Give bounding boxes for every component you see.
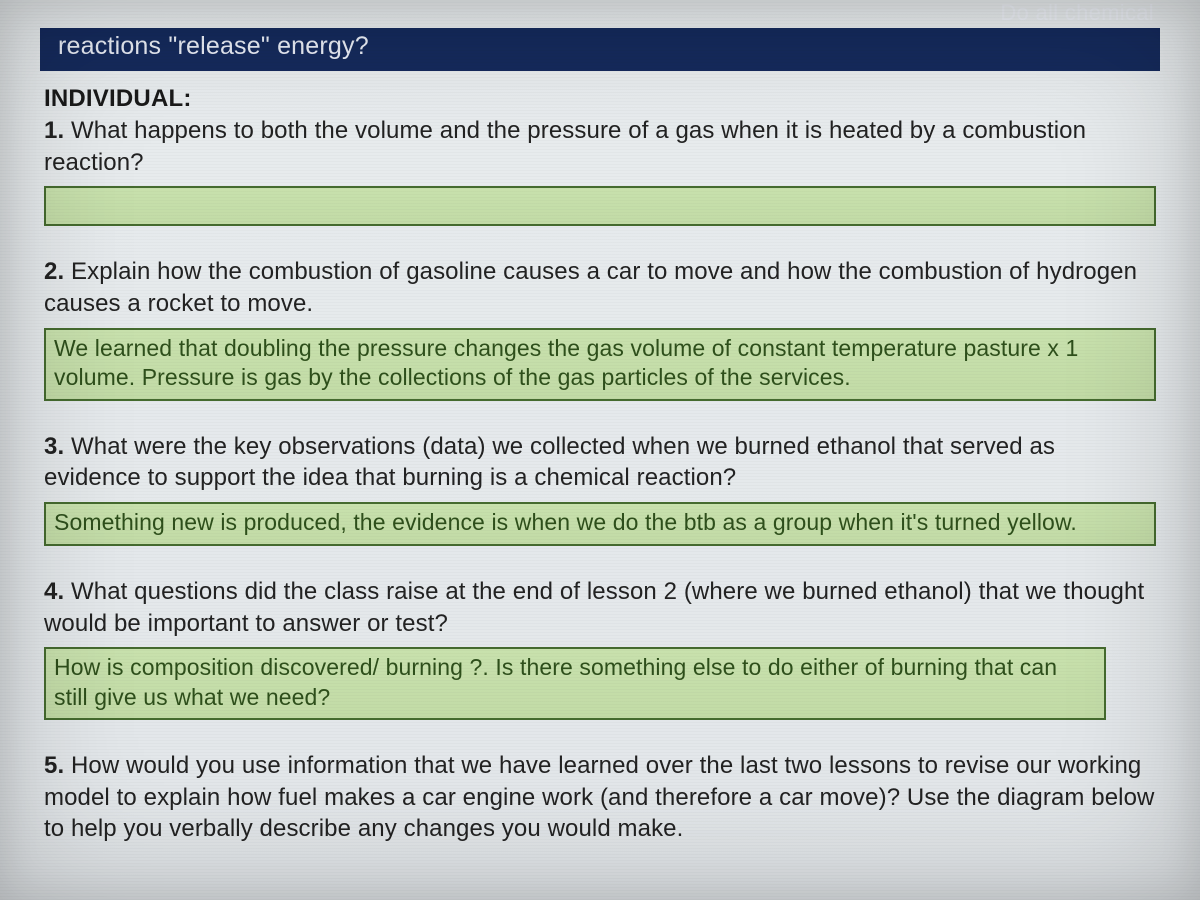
answer-box-1[interactable] [44, 186, 1156, 226]
question-3-number: 3. [44, 433, 64, 460]
content: INDIVIDUAL: 1. What happens to both the … [40, 85, 1160, 845]
question-5-number: 5. [44, 752, 64, 779]
question-1-text: What happens to both the volume and the … [44, 117, 1086, 176]
section-label: INDIVIDUAL: [44, 85, 1156, 113]
question-2-text: Explain how the combustion of gasoline c… [44, 258, 1137, 317]
question-5: 5. How would you use information that we… [44, 750, 1156, 845]
answer-box-3[interactable]: Something new is produced, the evidence … [44, 502, 1156, 546]
worksheet-screen: Do all chemical reactions "release" ener… [0, 0, 1200, 900]
answer-box-4[interactable]: How is composition discovered/ burning ?… [44, 647, 1106, 720]
question-3: 3. What were the key observations (data)… [44, 431, 1156, 494]
question-4-text: What questions did the class raise at th… [44, 578, 1144, 637]
question-5-text: How would you use information that we ha… [44, 752, 1154, 842]
header-strip: reactions "release" energy? [40, 28, 1160, 71]
question-4: 4. What questions did the class raise at… [44, 576, 1156, 639]
question-1-number: 1. [44, 117, 64, 144]
header-clipped-text: Do all chemical [40, 0, 1154, 26]
header-line: reactions "release" energy? [58, 32, 369, 60]
question-2-number: 2. [44, 258, 64, 285]
question-2: 2. Explain how the combustion of gasolin… [44, 256, 1156, 319]
question-4-number: 4. [44, 578, 64, 605]
question-1: 1. What happens to both the volume and t… [44, 115, 1156, 178]
answer-box-2[interactable]: We learned that doubling the pressure ch… [44, 328, 1156, 401]
question-3-text: What were the key observations (data) we… [44, 433, 1055, 492]
